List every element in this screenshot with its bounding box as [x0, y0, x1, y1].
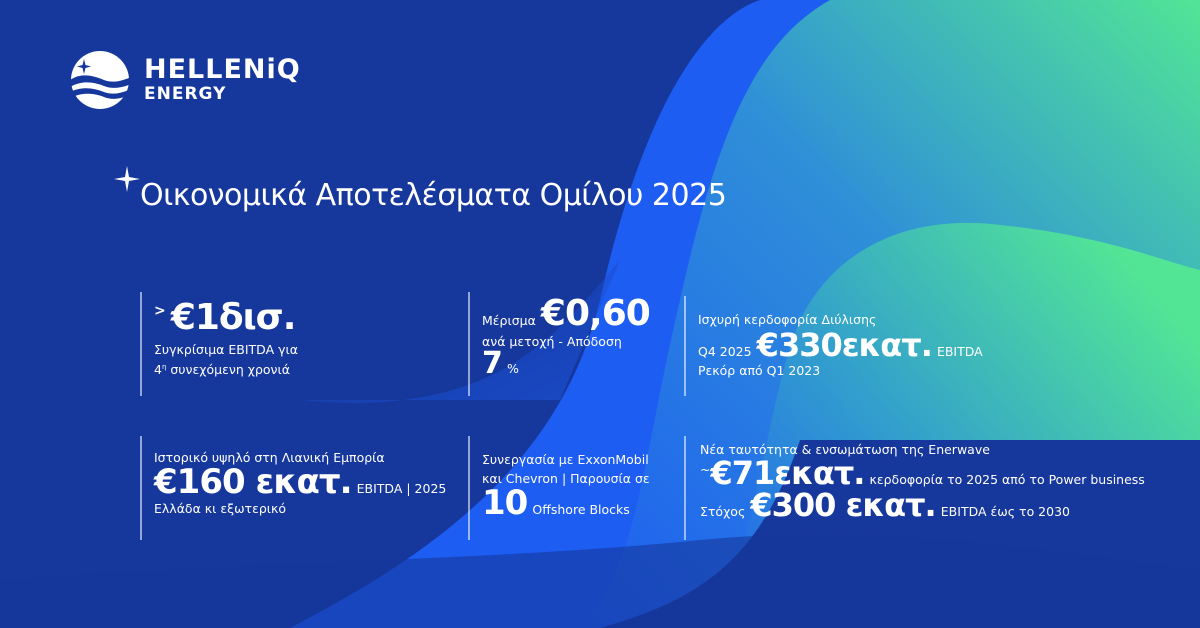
prefix: ~ — [700, 462, 711, 477]
logo-subname: ENERGY — [144, 84, 227, 104]
logo-emblem-icon — [70, 51, 134, 109]
stat-retail: Ιστορικό υψηλό στη Λιανική Εμπορία €160 … — [154, 450, 446, 516]
logo-name: HELLENiQ — [144, 54, 301, 85]
stat-value: €71εκατ. — [710, 454, 865, 492]
sparkle-icon — [114, 166, 140, 192]
stat-value: €160 εκατ. — [154, 462, 353, 502]
divider — [684, 296, 686, 396]
target-value: €300 εκατ. — [750, 486, 936, 524]
stat-value: 10 — [482, 483, 528, 523]
stat-caption: Ισχυρή κερδοφορία Διύλισης — [698, 312, 877, 327]
stat-suffix: EBITDA έως το 2030 — [940, 504, 1070, 519]
stat-suffix: Offshore Blocks — [532, 502, 630, 517]
divider — [468, 292, 470, 396]
unit: % — [506, 361, 519, 376]
stat-label: Q4 2025 — [698, 344, 752, 359]
stat-suffix: EBITDA — [936, 344, 983, 359]
divider — [140, 436, 142, 540]
stat-caption: Ιστορικό υψηλό στη Λιανική Εμπορία — [154, 450, 385, 465]
stat-value: €330εκατ. — [756, 326, 933, 364]
stat-refining: Ισχυρή κερδοφορία Διύλισης Q4 2025 €330ε… — [698, 312, 983, 378]
divider — [684, 436, 686, 540]
stat-upstream: Συνεργασία με ExxonMobil και Chevron | Π… — [482, 452, 650, 520]
stat-caption: ανά μετοχή - Απόδοση — [482, 334, 622, 349]
stat-value: €0,60 — [540, 293, 651, 334]
divider — [140, 292, 142, 396]
stat-value: €1δισ. — [170, 297, 297, 338]
stat-label: Στόχος — [700, 504, 746, 519]
stat-caption: Συνεργασία με ExxonMobil — [482, 452, 649, 467]
stat-caption: και Chevron | Παρουσία σε — [482, 471, 650, 486]
page-title: Οικονομικά Αποτελέσματα Ομίλου 2025 — [140, 178, 727, 213]
stat-caption: Νέα ταυτότητα & ενσωμάτωση της Enerwave — [700, 442, 990, 457]
yield-value: 7 — [482, 346, 503, 381]
stat-dividend: Μέρισμα €0,60 ανά μετοχή - Απόδοση 7 % — [482, 293, 651, 381]
divider — [468, 436, 470, 540]
stat-caption: Συγκρίσιμα EBITDA για — [154, 342, 298, 357]
stat-label: Μέρισμα — [482, 313, 536, 328]
stat-ebitda: > €1δισ. Συγκρίσιμα EBITDA για 4η συνεχό… — [154, 297, 298, 378]
prefix: > — [154, 303, 166, 319]
stat-power: Νέα ταυτότητα & ενσωμάτωση της Enerwave … — [700, 442, 1145, 521]
stat-caption: Ελλάδα κι εξωτερικό — [154, 501, 287, 516]
stat-caption: Ρεκόρ από Q1 2023 — [698, 363, 821, 378]
stat-suffix: EBITDA | 2025 — [356, 481, 447, 496]
stat-caption: συνεχόμενη χρονιά — [170, 362, 290, 377]
ordinal-number: 4 — [154, 362, 162, 377]
ordinal-suffix: η — [161, 362, 167, 371]
stat-suffix: κερδοφορία το 2025 από το Power business — [869, 472, 1145, 487]
